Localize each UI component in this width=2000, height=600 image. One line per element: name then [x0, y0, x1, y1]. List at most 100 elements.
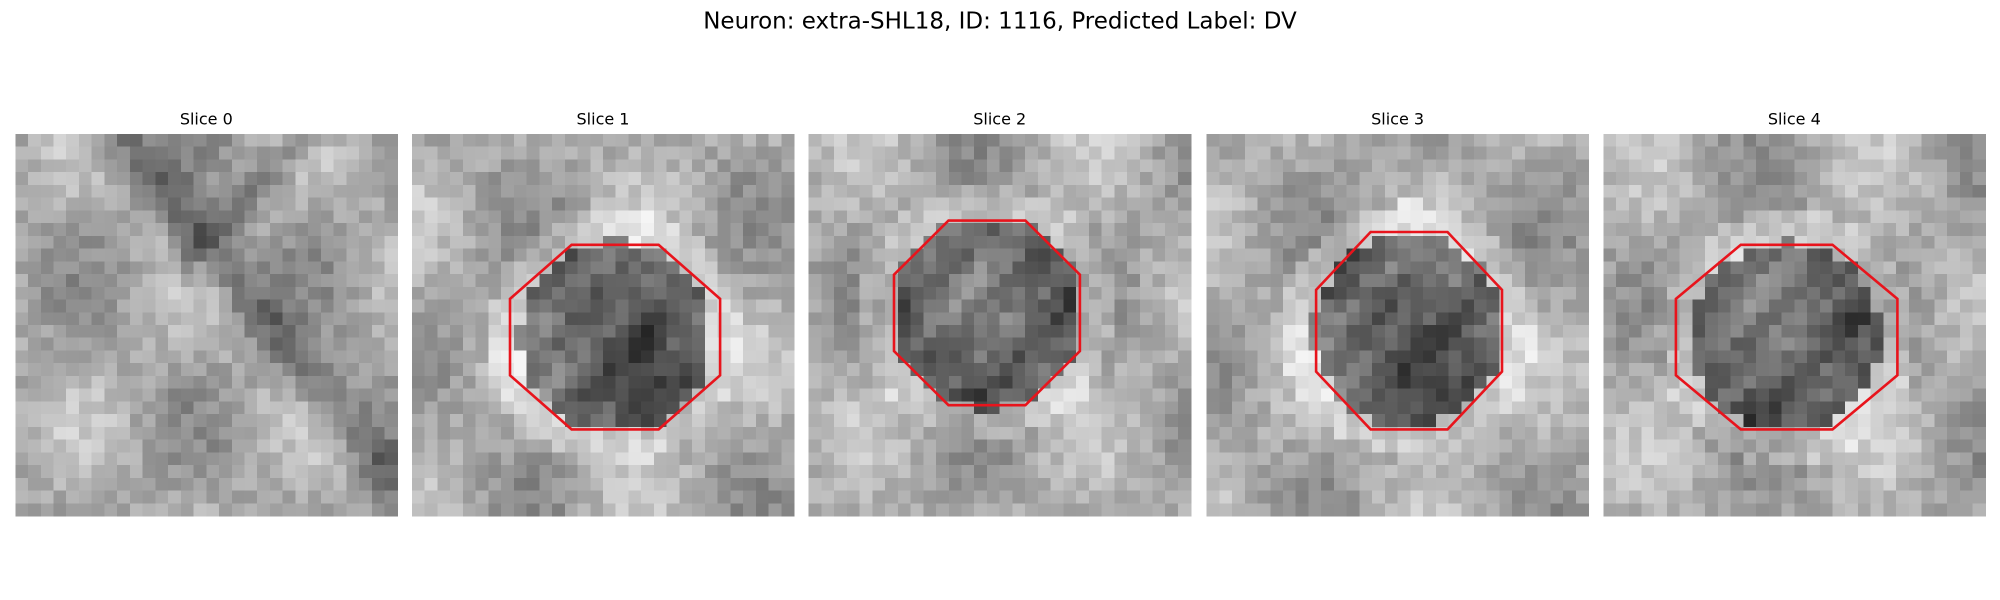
pixel — [1807, 184, 1821, 199]
pixel — [1654, 439, 1668, 453]
pixel — [872, 299, 886, 313]
pixel — [1934, 401, 1948, 415]
pixel — [653, 197, 668, 211]
pixel — [1206, 388, 1220, 402]
pixel — [834, 159, 848, 173]
pixel — [412, 414, 426, 428]
pixel — [577, 159, 591, 173]
pixel — [1257, 235, 1271, 250]
pixel — [424, 235, 439, 250]
pixel — [1857, 503, 1872, 517]
pixel — [1666, 426, 1681, 441]
pixel — [513, 503, 528, 517]
pixel — [872, 286, 886, 301]
pixel — [564, 439, 579, 453]
pixel — [1524, 350, 1539, 364]
pixel — [885, 375, 899, 390]
pixel — [1934, 312, 1948, 326]
pixel — [821, 286, 835, 301]
pixel — [1934, 274, 1948, 288]
pixel — [872, 261, 886, 275]
pixel — [1730, 350, 1744, 364]
pixel — [1921, 312, 1935, 326]
pixel — [679, 312, 693, 326]
pixel — [155, 439, 169, 453]
pixel — [371, 235, 386, 250]
pixel — [1486, 312, 1501, 326]
pixel — [692, 452, 706, 466]
pixel — [1219, 363, 1233, 377]
pixel — [1972, 375, 1986, 390]
pixel — [603, 261, 617, 275]
pixel — [1832, 337, 1846, 352]
pixel — [1114, 210, 1128, 224]
pixel — [834, 299, 848, 313]
pixel — [359, 197, 373, 211]
pixel — [257, 325, 271, 339]
pixel — [1025, 261, 1039, 275]
pixel — [1270, 274, 1284, 288]
pixel — [180, 248, 195, 262]
pixel — [219, 325, 233, 339]
pixel — [679, 146, 693, 161]
pixel — [1012, 350, 1026, 364]
pixel — [821, 325, 835, 339]
pixel — [986, 503, 1001, 517]
pixel — [590, 312, 604, 326]
pixel — [821, 248, 835, 262]
pixel — [1603, 452, 1617, 466]
pixel — [28, 350, 42, 364]
pixel — [219, 172, 233, 186]
pixel — [768, 350, 782, 364]
pixel — [615, 414, 630, 428]
pixel — [1499, 172, 1513, 186]
pixel — [730, 197, 744, 211]
pixel — [961, 235, 975, 250]
pixel — [308, 401, 322, 415]
pixel — [1423, 274, 1437, 288]
pixel — [412, 388, 426, 402]
pixel — [781, 426, 795, 441]
pixel — [717, 172, 731, 186]
pixel — [1845, 210, 1859, 224]
pixel — [1616, 235, 1630, 250]
pixel — [897, 452, 912, 466]
pixel — [768, 465, 782, 479]
pixel — [1283, 350, 1297, 364]
pixel — [282, 503, 297, 517]
pixel — [282, 426, 297, 441]
pixel — [1165, 490, 1179, 504]
pixel — [808, 159, 823, 173]
pixel — [412, 325, 426, 339]
pixel — [1883, 235, 1897, 250]
pixel — [859, 134, 873, 148]
pixel — [168, 490, 182, 504]
pixel — [513, 312, 528, 326]
pixel — [384, 223, 398, 237]
pixel — [986, 465, 1001, 479]
pixel — [1832, 401, 1846, 415]
pixel — [244, 172, 258, 186]
pixel — [501, 159, 515, 173]
pixel — [1947, 134, 1961, 148]
pixel — [1012, 363, 1026, 377]
pixel — [1972, 159, 1986, 173]
pixel — [1232, 337, 1246, 352]
pixel — [1165, 503, 1179, 517]
pixel — [244, 299, 258, 313]
pixel — [1321, 426, 1335, 441]
pixel — [1321, 452, 1335, 466]
pixel — [129, 325, 144, 339]
pixel — [628, 452, 642, 466]
pixel — [539, 388, 553, 402]
pixel — [1896, 210, 1910, 224]
pixel — [1679, 337, 1694, 352]
pixel — [1819, 490, 1834, 504]
pixel — [590, 223, 604, 237]
pixel — [1139, 388, 1154, 402]
pixel — [781, 414, 795, 428]
pixel — [91, 325, 106, 339]
pixel — [1628, 159, 1643, 173]
pixel — [412, 172, 426, 186]
pixel — [15, 337, 29, 352]
